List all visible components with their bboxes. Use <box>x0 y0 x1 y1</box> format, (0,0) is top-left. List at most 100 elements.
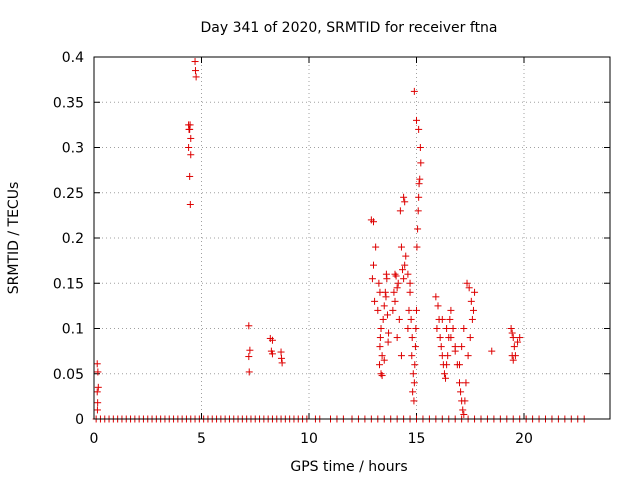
data-point <box>459 406 467 414</box>
data-point <box>508 352 516 360</box>
data-point <box>447 334 455 342</box>
data-point <box>400 193 408 201</box>
data-point <box>368 275 376 283</box>
data-point <box>395 315 403 323</box>
data-point <box>436 334 444 342</box>
data-point <box>185 144 193 151</box>
data-point <box>385 329 393 337</box>
data-point <box>509 334 517 342</box>
data-point <box>507 325 515 332</box>
data-point <box>411 343 419 351</box>
x-tick-label: 0 <box>90 431 99 447</box>
data-point <box>376 334 384 342</box>
x-tick-label: 15 <box>408 431 426 447</box>
data-point <box>442 374 450 382</box>
data-point <box>380 302 388 310</box>
data-point <box>413 116 420 124</box>
data-point <box>381 288 389 296</box>
data-point <box>458 343 466 351</box>
data-point <box>414 225 422 233</box>
y-axis-label: SRMTID / TECUs <box>6 182 22 295</box>
data-point <box>383 275 391 283</box>
data-point <box>443 361 451 369</box>
data-point <box>186 121 194 129</box>
data-point <box>94 399 102 407</box>
data-point <box>401 198 409 206</box>
data-point <box>187 134 195 142</box>
data-point <box>468 315 476 323</box>
data-point <box>405 306 413 314</box>
data-point <box>467 297 475 305</box>
y-tick-label: 0.3 <box>62 141 84 157</box>
y-tick-label: 0.1 <box>62 322 84 338</box>
data-point <box>414 207 422 215</box>
y-tick-label: 0.25 <box>53 186 84 202</box>
data-point <box>446 315 454 323</box>
data-point <box>410 379 418 387</box>
data-point <box>509 356 517 364</box>
data-point <box>378 372 386 380</box>
data-point <box>376 343 384 351</box>
data-point <box>416 175 424 183</box>
data-point <box>192 73 200 81</box>
data-point <box>444 352 452 360</box>
y-tick-label: 0 <box>75 412 84 428</box>
data-point <box>377 325 385 332</box>
data-point <box>94 368 102 376</box>
x-tick-label: 20 <box>515 431 533 447</box>
data-point <box>268 350 276 358</box>
data-point <box>514 338 522 346</box>
data-point <box>406 288 414 296</box>
y-tick-label: 0.05 <box>53 367 84 383</box>
data-point <box>191 67 199 75</box>
data-point <box>516 334 524 342</box>
data-point <box>246 346 254 354</box>
data-point <box>413 306 420 314</box>
data-point <box>393 284 401 292</box>
y-tick-label: 0.15 <box>53 276 84 292</box>
data-point <box>415 125 423 133</box>
data-point <box>245 322 253 330</box>
data-point <box>409 370 417 378</box>
x-tick-label: 5 <box>197 431 206 447</box>
data-point <box>416 144 424 151</box>
data-point <box>411 361 419 369</box>
data-point <box>278 359 286 367</box>
data-point <box>399 266 407 274</box>
data-point <box>383 311 391 319</box>
data-point <box>372 243 380 251</box>
data-point <box>434 302 442 310</box>
data-point <box>186 201 194 209</box>
data-point <box>438 315 446 323</box>
data-point <box>447 306 455 314</box>
data-point <box>186 172 194 180</box>
data-point <box>376 361 384 369</box>
data-point <box>93 406 101 414</box>
data-point <box>389 306 397 314</box>
data-point <box>277 348 285 356</box>
data-point <box>443 325 451 332</box>
data-point <box>392 272 400 280</box>
axis-ticks: 0 5 10 15 20 0 0.05 0.1 0.15 0.2 0.25 0.3 0.35 0.4 <box>53 50 610 447</box>
data-point <box>415 193 423 201</box>
x-axis-label: GPS time / hours <box>290 459 407 475</box>
data-point <box>460 325 468 332</box>
data-point <box>404 270 412 278</box>
data-point <box>402 252 410 260</box>
data-point <box>397 243 405 251</box>
data-point <box>471 288 479 296</box>
data-point <box>391 270 399 278</box>
data-point <box>437 343 445 351</box>
data-point <box>379 315 387 323</box>
data-point <box>391 297 399 305</box>
data-points <box>92 58 588 423</box>
data-point <box>380 356 388 364</box>
data-point <box>413 243 421 251</box>
data-point <box>466 334 474 342</box>
data-point <box>456 361 463 369</box>
data-point <box>440 370 448 378</box>
x-tick-label: 10 <box>300 431 318 447</box>
plot-frame <box>93 56 611 420</box>
data-point <box>268 336 276 344</box>
